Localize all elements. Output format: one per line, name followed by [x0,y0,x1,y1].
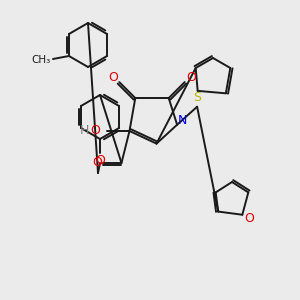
Text: O: O [92,155,102,169]
Text: O: O [95,154,105,166]
Text: S: S [193,92,201,104]
Text: CH₃: CH₃ [32,55,51,65]
Text: O: O [108,70,118,84]
Text: H: H [80,124,89,136]
Text: O: O [186,70,196,84]
Text: O: O [244,212,254,225]
Text: N: N [177,114,187,127]
Text: O: O [91,124,100,136]
